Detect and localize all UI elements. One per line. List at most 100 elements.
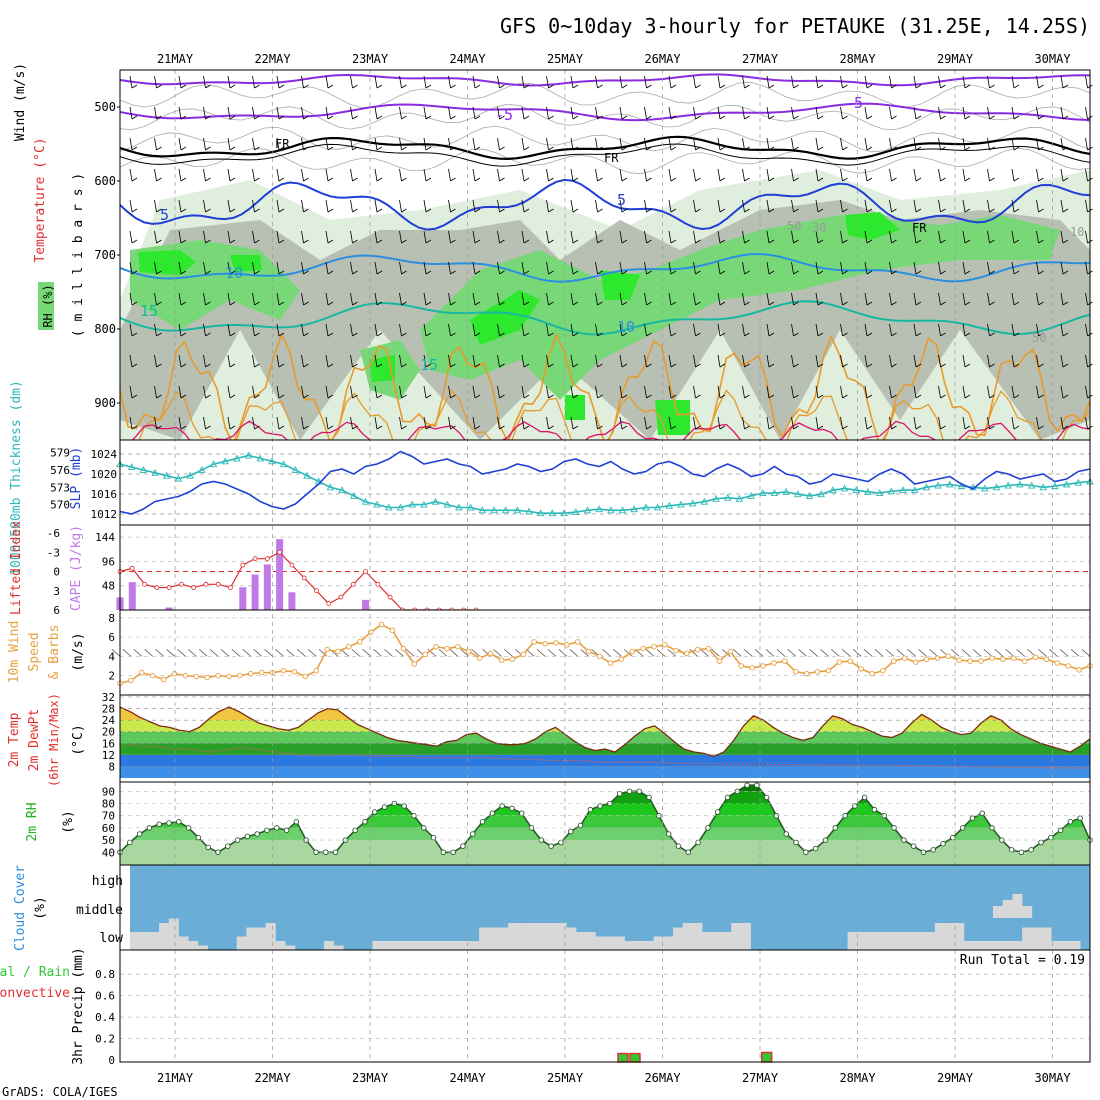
- upper-wind-barb-shaft: [497, 230, 500, 244]
- rh-line-point: [577, 822, 584, 829]
- upper-wind-barb: [203, 168, 211, 182]
- thickness-line-point: [922, 483, 931, 491]
- upper-wind-barb: [570, 230, 579, 244]
- upper-wind-barb-flag: [254, 301, 260, 306]
- upper-wind-barb-shaft: [766, 230, 770, 244]
- upper-wind-barb-shaft: [644, 75, 647, 89]
- upper-wind-barb: [619, 75, 628, 89]
- upper-wind-barb-shaft: [203, 137, 206, 151]
- upper-wind-barb: [448, 137, 456, 151]
- upper-wind-barb: [203, 75, 211, 89]
- upper-wind-barb-shaft: [546, 385, 549, 399]
- upper-wind-barb: [497, 354, 505, 368]
- upper-wind-barb-shaft: [693, 354, 696, 368]
- thickness-line-point: [174, 474, 183, 482]
- upper-wind-barb-flag: [303, 425, 309, 430]
- upper-wind-barb-flag: [327, 332, 334, 337]
- upper-wind-barb-flag: [597, 332, 603, 337]
- upper-wind-barb: [815, 75, 824, 89]
- upper-wind-barb: [252, 168, 260, 182]
- upper-wind-barb-flag: [352, 208, 358, 213]
- upper-wind-barb: [913, 199, 922, 213]
- upper-wind-barb-shaft: [1036, 354, 1039, 368]
- upper-wind-barb-shaft: [815, 292, 819, 306]
- rh-line-point: [763, 794, 770, 801]
- wind-barb: [580, 649, 589, 657]
- cloud-low-bar: [866, 932, 877, 950]
- upper-wind-barb: [619, 354, 628, 368]
- upper-wind-barb-flag: [352, 239, 358, 244]
- upper-wind-barb: [619, 416, 628, 430]
- wind-barb: [885, 649, 895, 657]
- upper-wind-barb-shaft: [766, 292, 770, 306]
- wind-speed-line-point: [389, 627, 396, 634]
- upper-wind-barb-flag: [1013, 239, 1020, 244]
- wind-tick-label: 6: [108, 631, 115, 644]
- upper-wind-barb-shaft: [1085, 323, 1088, 337]
- upper-wind-barb-shaft: [791, 354, 794, 368]
- upper-wind-barb-shaft: [374, 137, 378, 151]
- upper-wind-barb-shaft: [154, 199, 157, 213]
- contour-15: [119, 300, 1091, 336]
- upper-wind-barb: [913, 416, 922, 430]
- upper-wind-barb-flag: [303, 332, 309, 337]
- upper-wind-barb: [815, 106, 824, 120]
- upper-wind-barb-flag: [695, 363, 701, 368]
- wind-barb: [275, 649, 284, 657]
- upper-wind-barb: [913, 354, 922, 368]
- wind-speed-line-point: [1021, 658, 1028, 664]
- upper-wind-barb-flag: [842, 425, 848, 430]
- upper-wind-barb-flag: [572, 363, 579, 368]
- upper-wind-barb-flag: [205, 301, 211, 306]
- upper-wind-barb: [595, 137, 603, 151]
- upper-wind-barb-shaft: [252, 323, 255, 337]
- cloud-low-bar: [246, 927, 257, 950]
- rh-line-point: [744, 782, 750, 788]
- upper-wind-barb-flag: [131, 146, 138, 151]
- top-x-tick-label: 25MAY: [547, 52, 584, 66]
- upper-wind-barb-flag: [768, 425, 775, 430]
- wind-barb: [133, 649, 143, 657]
- lifted-index-point: [240, 562, 246, 568]
- upper-wind-barb-shaft: [595, 106, 598, 120]
- upper-wind-barb-flag: [793, 301, 799, 306]
- thickness-line-point: [782, 487, 790, 495]
- wind-barb: [874, 649, 884, 657]
- upper-wind-barb-flag: [352, 425, 358, 430]
- upper-wind-barb-flag: [768, 84, 775, 89]
- upper-wind-barb: [791, 199, 799, 213]
- upper-wind-barb-shaft: [864, 106, 868, 120]
- cloud-low-bar: [479, 927, 490, 950]
- upper-wind-barb-shaft: [178, 261, 182, 275]
- upper-wind-barb-flag: [1062, 208, 1069, 213]
- lifted-tick-label: 0: [53, 566, 60, 579]
- wind-speed-line-point: [139, 669, 145, 676]
- wind-barb: [961, 649, 971, 657]
- upper-wind-barb-flag: [523, 208, 530, 213]
- upper-wind-barb: [497, 75, 505, 89]
- upper-wind-barb: [1011, 168, 1020, 182]
- upper-wind-barb-flag: [180, 301, 187, 306]
- upper-wind-barb-shaft: [325, 323, 329, 337]
- upper-wind-barb: [1060, 261, 1069, 275]
- cloud-low-bar: [517, 923, 528, 950]
- upper-wind-barb-flag: [327, 301, 334, 306]
- upper-wind-barb: [129, 292, 138, 306]
- upper-wind-barb: [1011, 354, 1020, 368]
- upper-wind-barb-flag: [278, 239, 285, 244]
- upper-wind-barb: [840, 137, 848, 151]
- cloud-low-bar: [692, 923, 703, 950]
- upper-wind-barb: [717, 416, 726, 430]
- upper-wind-barb: [399, 106, 407, 120]
- thickness-line-point: [349, 491, 358, 499]
- wind-barb: [558, 649, 568, 657]
- upper-wind-barb-flag: [327, 239, 334, 244]
- upper-wind-barb-shaft: [693, 106, 696, 120]
- upper-wind-barb-shaft: [742, 230, 745, 244]
- cloud-tick-label: high: [92, 874, 123, 889]
- upper-wind-barb-shaft: [987, 106, 990, 120]
- upper-wind-barb-flag: [499, 208, 505, 213]
- upper-wind-barb-shaft: [423, 168, 427, 182]
- top-x-tick-label: 29MAY: [937, 52, 974, 66]
- contour-minus5-upper: [119, 73, 1091, 87]
